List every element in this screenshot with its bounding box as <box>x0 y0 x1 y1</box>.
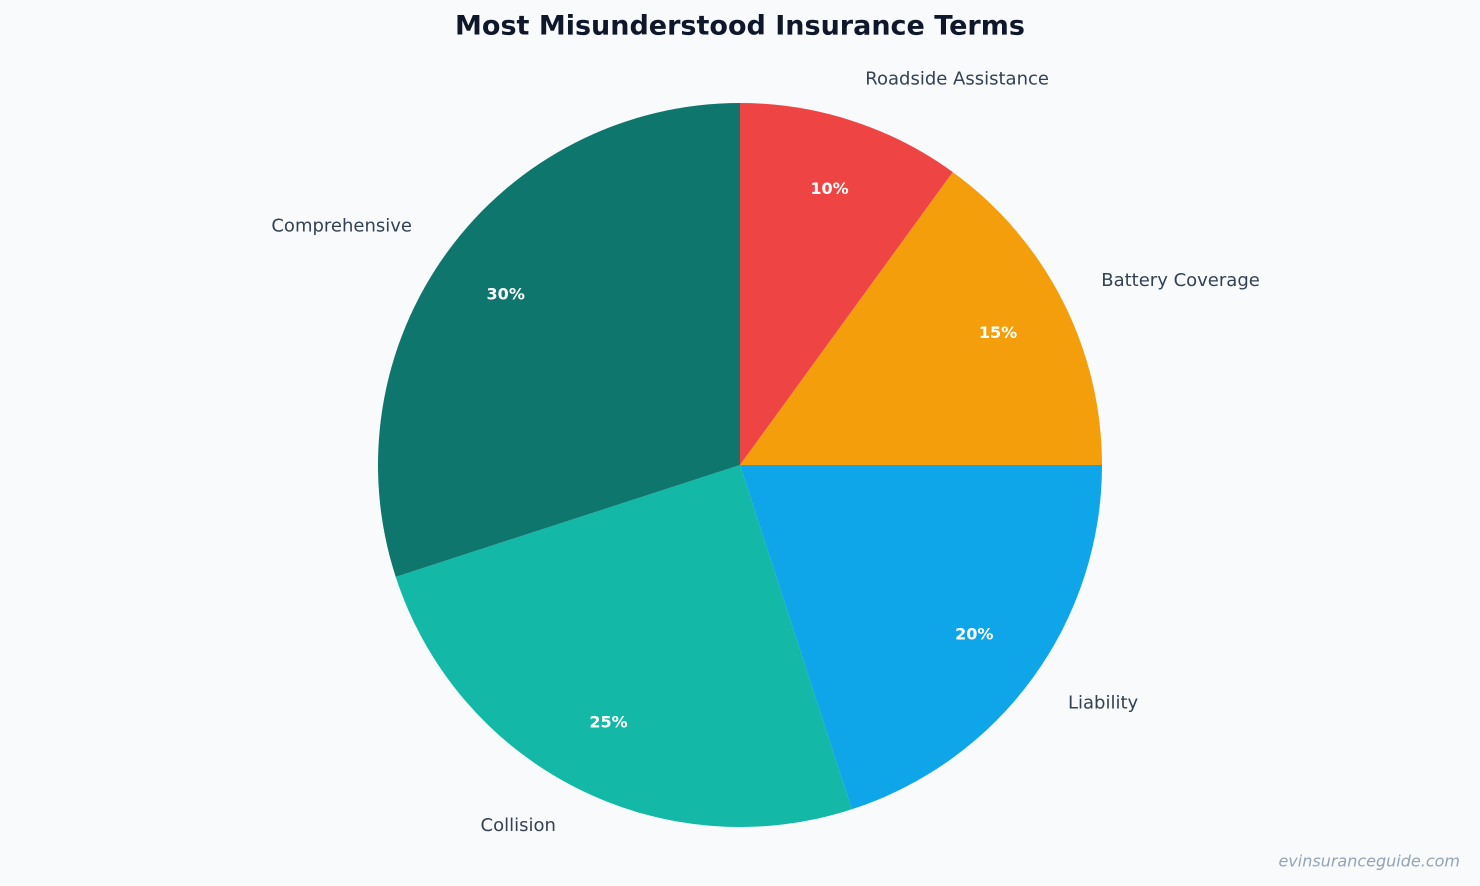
pie-slice <box>395 465 852 828</box>
slice-label: Roadside Assistance <box>865 68 1049 89</box>
pie-slice <box>740 172 1102 465</box>
watermark: evinsuranceguide.com <box>1278 852 1460 871</box>
value-label: 30% <box>487 284 525 303</box>
pie-slice <box>378 103 740 577</box>
pie-slice <box>740 465 1102 810</box>
slice-label: Collision <box>481 815 556 836</box>
value-label: 25% <box>589 713 627 732</box>
chart-title: Most Misunderstood Insurance Terms <box>455 11 1025 42</box>
slice-label: Liability <box>1068 692 1139 713</box>
value-label: 15% <box>979 323 1017 342</box>
pie-slice <box>740 103 953 465</box>
slice-label: Battery Coverage <box>1101 270 1260 291</box>
slice-label: Comprehensive <box>271 216 412 237</box>
value-label: 20% <box>955 625 993 644</box>
value-label: 10% <box>810 179 848 198</box>
